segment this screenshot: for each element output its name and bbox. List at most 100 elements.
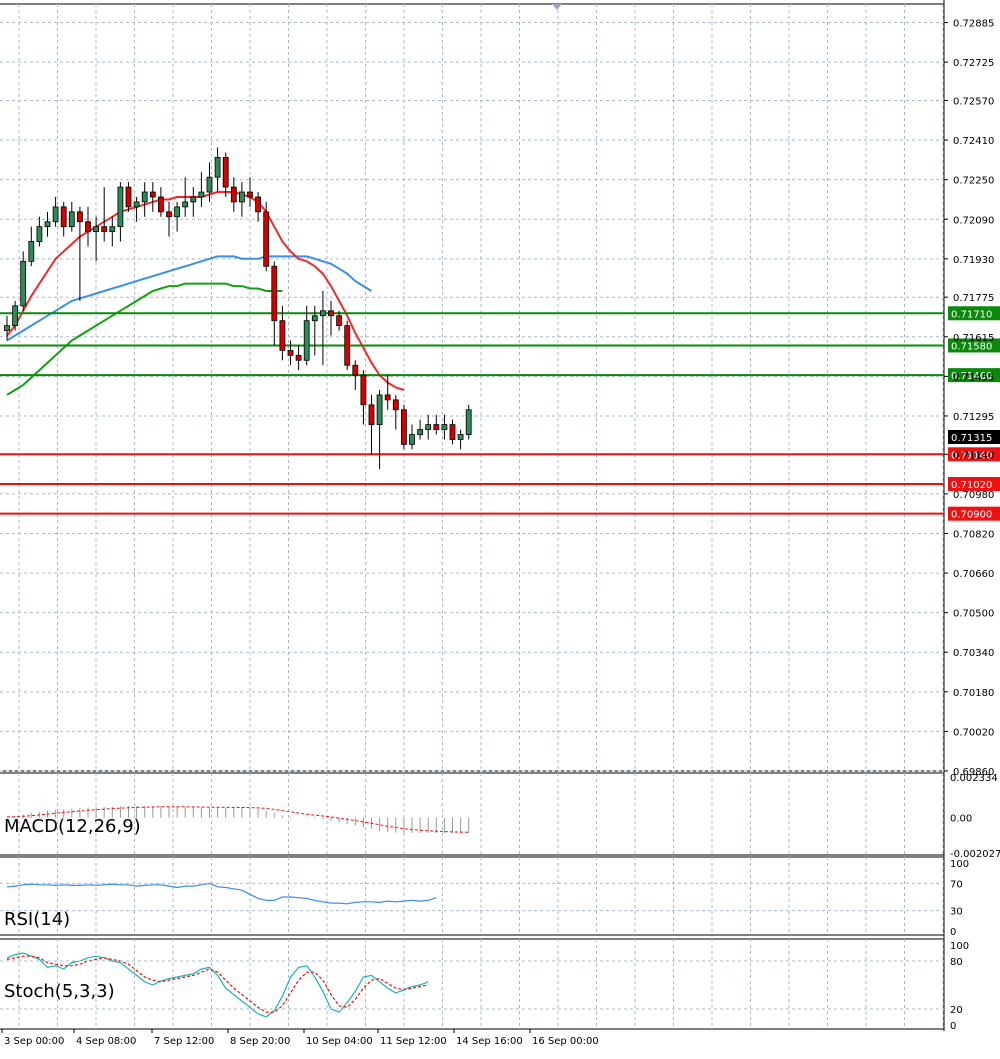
candle-body [117, 186, 124, 228]
level-tag-label: 0.71460 [951, 371, 992, 382]
candle-body [409, 434, 415, 445]
level-tag-label: 0.71710 [951, 309, 992, 320]
stoch-tick-label: 80 [950, 957, 963, 968]
candle-body [36, 226, 43, 242]
candle-body [360, 374, 367, 406]
candle-body [93, 226, 99, 233]
level-tag [948, 368, 1000, 383]
candle-body [190, 196, 197, 203]
candle-body [77, 211, 83, 223]
stoch-signal-line [6, 955, 429, 1013]
period-marker-icon [552, 4, 562, 10]
candle-body [60, 206, 67, 228]
rsi-tick-label: 30 [950, 907, 963, 918]
candle-body [384, 394, 391, 401]
candle-body [125, 186, 132, 208]
candle-body [85, 221, 91, 233]
time-tick-label: 16 Sep 00:00 [532, 1036, 599, 1047]
candle-body [295, 354, 302, 361]
price-tick-label: 0.72250 [953, 176, 994, 187]
price-tick-label: 0.71930 [953, 255, 994, 266]
candle-body [457, 434, 464, 440]
time-axis: 3 Sep 00:00 4 Sep 08:00 7 Sep 12:00 8 Sep 2… [1, 1029, 599, 1047]
price-tick-label: 0.71615 [953, 333, 994, 344]
price-tick-label: 0.70180 [953, 688, 994, 699]
ma-fast-line [6, 191, 405, 391]
candle-body [133, 201, 140, 208]
time-tick-label: 8 Sep 20:00 [230, 1036, 290, 1047]
candle-body [417, 429, 424, 435]
level-tag-label: 0.71020 [951, 480, 992, 491]
candle-body [222, 156, 229, 188]
price-tick-label: 0.72885 [953, 19, 994, 30]
stoch-tick-label: 100 [950, 941, 969, 952]
current-price-tag [948, 430, 1000, 444]
stoch-label: Stoch(5,3,3) [4, 981, 115, 1002]
moving-averages [6, 191, 405, 396]
time-tick-label: 10 Sep 04:00 [306, 1036, 373, 1047]
ma-slow-line [6, 282, 283, 396]
candle-body [206, 176, 213, 193]
candle-body [166, 211, 172, 218]
candle-body [319, 310, 326, 317]
time-tick-label: 3 Sep 00:00 [4, 1036, 64, 1047]
candle-body [465, 409, 472, 435]
candle-body [247, 191, 253, 198]
candle-body [311, 315, 318, 322]
candles [4, 147, 472, 470]
price-tick-label: 0.70660 [953, 569, 994, 580]
level-tag [948, 338, 1000, 353]
price-tick-label: 0.70020 [953, 727, 994, 738]
price-axis: 0.72885 0.72725 0.72570 0.72410 0.72250 0.720… [552, 4, 994, 778]
candle-body [441, 424, 448, 430]
level-tag-label: 0.71140 [951, 450, 992, 461]
macd-tick-label: 0.00 [950, 814, 972, 825]
candle-body [263, 211, 270, 267]
candle-body [425, 424, 432, 430]
time-tick-label: 11 Sep 12:00 [380, 1036, 447, 1047]
candle-body [392, 399, 399, 411]
candle-body [376, 394, 383, 426]
candle-body [303, 320, 310, 361]
candle-body [182, 201, 189, 208]
candle-body [28, 241, 35, 262]
rsi-line [6, 882, 437, 905]
price-levels: 0.717100.715800.714600.711400.710200.709… [0, 306, 1000, 521]
candle-body [52, 206, 59, 223]
price-tick-label: 0.72725 [953, 58, 994, 69]
price-tick-label: 0.71295 [953, 412, 994, 423]
price-tick-label: 0.72410 [953, 136, 994, 147]
candle-body [238, 191, 245, 203]
candle-body [141, 191, 148, 203]
price-tick-label: 0.70820 [953, 529, 994, 540]
level-tag [948, 476, 1000, 491]
price-tick-label: 0.71775 [953, 293, 994, 304]
candle-body [433, 424, 440, 430]
rsi-label: RSI(14) [4, 909, 70, 930]
price-tick-label: 0.69860 [953, 767, 994, 778]
rsi-tick-label: 0 [950, 927, 956, 938]
candle-body [400, 409, 407, 445]
level-tag [948, 506, 1000, 521]
macd-tick-label: -0.002027 [950, 849, 1000, 860]
candle-body [336, 315, 343, 327]
macd-label: MACD(12,26,9) [4, 816, 141, 837]
candle-body [198, 191, 205, 198]
candle-body [149, 191, 156, 198]
time-tick-label: 14 Sep 16:00 [456, 1036, 523, 1047]
candle-body [44, 221, 51, 228]
candle-body [279, 320, 286, 351]
price-tick-label: 0.70980 [953, 490, 994, 501]
level-tag [948, 306, 1000, 321]
price-tick-label: 0.71140 [953, 450, 994, 461]
candle-body [109, 226, 116, 233]
level-tag-label: 0.70900 [951, 510, 992, 521]
stoch-main-line [6, 952, 429, 1018]
price-tick-label: 0.72090 [953, 215, 994, 226]
candle-body [101, 226, 108, 233]
candle-body [174, 206, 181, 218]
